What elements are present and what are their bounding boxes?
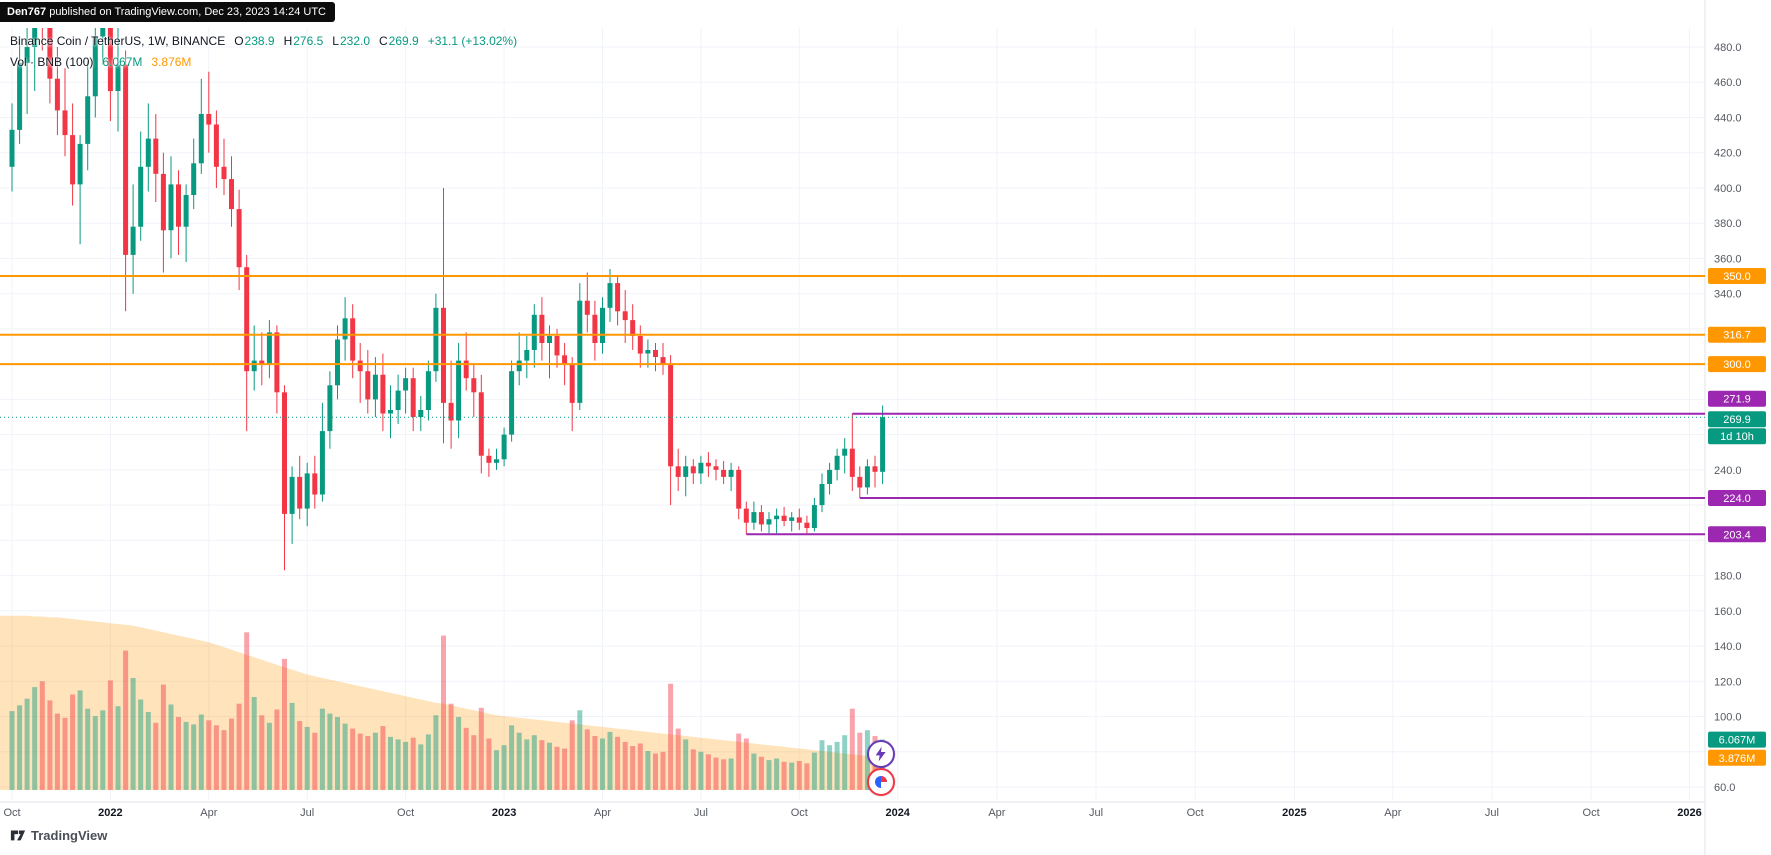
open-value: O 238.9 [234,33,275,48]
change-value: +31.1 (+13.02%) [427,33,518,48]
volume-ma-value: 3.876M [151,54,192,69]
svg-text:6.067M: 6.067M [1719,735,1756,747]
svg-text:Apr: Apr [200,807,217,819]
svg-text:460.0: 460.0 [1714,77,1742,89]
lightning-sticker-icon[interactable] [867,740,895,768]
svg-text:Jul: Jul [1485,807,1499,819]
level-badge: 224.0 [1708,490,1766,506]
publisher-author: Den767 [7,6,47,18]
svg-text:Oct: Oct [397,807,414,819]
volume-indicator-label[interactable]: Vol · BNB (100) [10,54,94,69]
symbol-title[interactable]: Binance Coin / TetherUS, 1W, BINANCE [10,33,226,48]
svg-text:Jul: Jul [694,807,708,819]
svg-text:160.0: 160.0 [1714,606,1742,618]
pie-sticker-icon[interactable] [867,768,895,796]
svg-text:Oct: Oct [791,807,808,819]
svg-text:480.0: 480.0 [1714,42,1742,54]
tradingview-logo-icon [10,830,26,841]
volume-indicator-row: Vol · BNB (100) 6.067M 3.876M [10,51,517,72]
svg-text:316.7: 316.7 [1723,330,1751,342]
svg-text:2025: 2025 [1282,807,1306,819]
svg-text:60.0: 60.0 [1714,782,1735,794]
svg-text:140.0: 140.0 [1714,641,1742,653]
svg-text:100.0: 100.0 [1714,712,1742,724]
svg-text:203.4: 203.4 [1723,529,1751,541]
svg-text:2022: 2022 [98,807,122,819]
svg-text:420.0: 420.0 [1714,148,1742,160]
svg-text:Oct: Oct [3,807,20,819]
level-badge: 316.7 [1708,326,1766,343]
svg-text:400.0: 400.0 [1714,183,1742,195]
svg-text:224.0: 224.0 [1723,493,1751,505]
svg-text:Apr: Apr [1384,807,1401,819]
svg-text:269.9: 269.9 [1723,414,1751,426]
low-value: L 232.0 [332,33,370,48]
svg-text:2026: 2026 [1677,807,1701,819]
svg-text:440.0: 440.0 [1714,113,1742,125]
level-badge: 203.4 [1708,526,1766,543]
svg-text:3.876M: 3.876M [1719,753,1756,765]
svg-text:120.0: 120.0 [1714,676,1742,688]
svg-text:300.0: 300.0 [1723,359,1751,371]
close-value: C 269.9 [379,33,419,48]
level-badge: 271.9 [1708,390,1766,407]
time-axis[interactable]: Oct 2022 Apr Jul Oct 2023 Apr Jul Oct 2024 Apr Jul O… [3,807,1701,819]
last-price-badge: 269.9 [1708,411,1766,428]
volume-ma-area [0,615,883,790]
svg-text:2024: 2024 [885,807,910,819]
publisher-badge: Den767 published on TradingView.com, Dec… [0,2,335,22]
level-badge: 300.0 [1708,356,1766,373]
high-value: H 276.5 [283,33,324,48]
svg-text:360.0: 360.0 [1714,253,1742,265]
svg-text:Jul: Jul [300,807,314,819]
svg-text:Oct: Oct [1187,807,1204,819]
svg-text:1d 10h: 1d 10h [1720,431,1754,443]
symbol-row: Binance Coin / TetherUS, 1W, BINANCE O 23… [10,30,517,51]
svg-text:271.9: 271.9 [1723,394,1751,406]
volume-badge: 6.067M [1708,731,1766,748]
price-axis[interactable]: 60.0 100.0 120.0 140.0 160.0 180.0 240.0 340.0 3… [1714,42,1742,794]
svg-text:Jul: Jul [1089,807,1103,819]
chart-legend: Binance Coin / TetherUS, 1W, BINANCE O 23… [10,30,517,72]
volume-current-value: 6.067M [102,54,143,69]
svg-text:380.0: 380.0 [1714,218,1742,230]
svg-text:340.0: 340.0 [1714,289,1742,301]
tradingview-brand-text: TradingView [31,827,108,843]
level-badge: 350.0 [1708,268,1766,284]
svg-text:240.0: 240.0 [1714,465,1742,477]
svg-text:180.0: 180.0 [1714,571,1742,583]
tradingview-logo[interactable]: TradingView [10,827,107,843]
svg-text:Apr: Apr [988,807,1005,819]
svg-text:Oct: Oct [1583,807,1600,819]
volume-bars [9,632,886,791]
svg-text:350.0: 350.0 [1723,271,1751,283]
svg-text:2023: 2023 [492,807,516,819]
publisher-text: published on TradingView.com, Dec 23, 20… [46,6,326,18]
svg-text:Apr: Apr [594,807,611,819]
volume-badge: 3.876M [1708,749,1766,766]
candles-series [9,28,886,571]
countdown-badge: 1d 10h [1708,428,1766,445]
